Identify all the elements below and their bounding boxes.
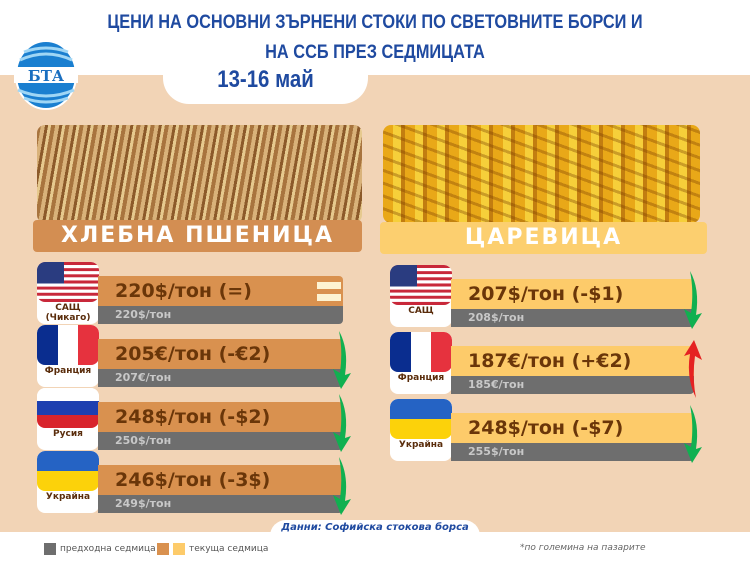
previous-price: 208$/тон xyxy=(451,309,694,327)
down-arrow-icon xyxy=(684,405,702,463)
flag-card: Украйна xyxy=(37,451,99,513)
france-flag-icon xyxy=(37,325,99,365)
wheat-row-ukraine: Украйна 246$/тон (-3$) 249$/тон xyxy=(37,451,363,515)
wheat-row-russia: Русия 248$/тон (-$2) 250$/тон xyxy=(37,388,363,452)
previous-price: 250$/тон xyxy=(98,432,343,450)
source-text: Данни: Софийска стокова борса xyxy=(281,522,469,533)
corn-label: ЦАРЕВИЦА xyxy=(380,222,707,254)
current-price: 246$/тон (-3$) xyxy=(98,465,343,495)
wheat-label: ХЛЕБНА ПШЕНИЦА xyxy=(33,220,362,252)
flag-card: САЩ xyxy=(390,265,452,327)
equal-icon xyxy=(317,282,341,301)
usa-flag-icon xyxy=(37,262,99,302)
country-label: САЩ (Чикаго) xyxy=(45,303,91,323)
flag-card: Русия xyxy=(37,388,99,450)
down-arrow-icon xyxy=(333,457,351,515)
corn-row-france: Франция 187€/тон (+€2) 185€/тон xyxy=(390,332,714,398)
date-range: 13-16 май xyxy=(217,66,314,93)
previous-price: 255$/тон xyxy=(451,443,694,461)
markets-note: *по големина на пазарите xyxy=(520,543,646,553)
flag-card: Украйна xyxy=(390,399,452,461)
bta-logo: БТА xyxy=(14,40,78,110)
page-title: ЦЕНИ НА ОСНОВНИ ЗЪРНЕНИ СТОКИ ПО СВЕТОВН… xyxy=(107,12,643,63)
down-arrow-icon xyxy=(333,394,351,452)
current-price: 187€/тон (+€2) xyxy=(451,346,694,376)
country-label: САЩ xyxy=(408,306,434,316)
country-label: Украйна xyxy=(45,492,91,502)
wheat-row-france: Франция 205€/тон (-€2) 207€/тон xyxy=(37,325,363,389)
russia-flag-icon xyxy=(37,388,99,428)
flag-card: САЩ (Чикаго) xyxy=(37,262,99,324)
corn-image xyxy=(383,125,700,223)
ukraine-flag-icon xyxy=(390,399,452,439)
previous-price: 207€/тон xyxy=(98,369,343,387)
usa-flag-icon xyxy=(390,265,452,305)
footer-band xyxy=(0,532,750,562)
ukraine-flag-icon xyxy=(37,451,99,491)
country-label: Украйна xyxy=(398,440,444,450)
corn-row-ukraine: Украйна 248$/тон (-$7) 255$/тон xyxy=(390,399,714,463)
up-arrow-icon xyxy=(684,340,702,398)
legend-previous: предходна седмица xyxy=(44,543,156,555)
current-price: 205€/тон (-€2) xyxy=(98,339,343,369)
corn-row-usa: САЩ 207$/тон (-$1) 208$/тон xyxy=(390,265,714,329)
previous-price: 185€/тон xyxy=(451,376,694,394)
previous-price: 249$/тон xyxy=(98,495,343,513)
down-arrow-icon xyxy=(684,271,702,329)
down-arrow-icon xyxy=(333,331,351,389)
wheat-image xyxy=(37,125,362,223)
header-band xyxy=(0,0,750,75)
header-tab xyxy=(163,40,368,104)
country-label: Франция xyxy=(44,366,92,376)
current-price: 248$/тон (-$7) xyxy=(451,413,694,443)
svg-text:БТА: БТА xyxy=(28,67,65,85)
france-flag-icon xyxy=(390,332,452,372)
current-price: 207$/тон (-$1) xyxy=(451,279,694,309)
current-price: 220$/тон (=) xyxy=(98,276,343,306)
current-price: 248$/тон (-$2) xyxy=(98,402,343,432)
wheat-row-usa: САЩ (Чикаго) 220$/тон (=) 220$/тон xyxy=(37,262,363,324)
country-label: Франция xyxy=(397,373,445,383)
flag-card: Франция xyxy=(390,332,452,394)
flag-card: Франция xyxy=(37,325,99,387)
country-label: Русия xyxy=(53,429,83,439)
previous-price: 220$/тон xyxy=(98,306,343,324)
legend-current: текуща седмица xyxy=(157,543,268,555)
